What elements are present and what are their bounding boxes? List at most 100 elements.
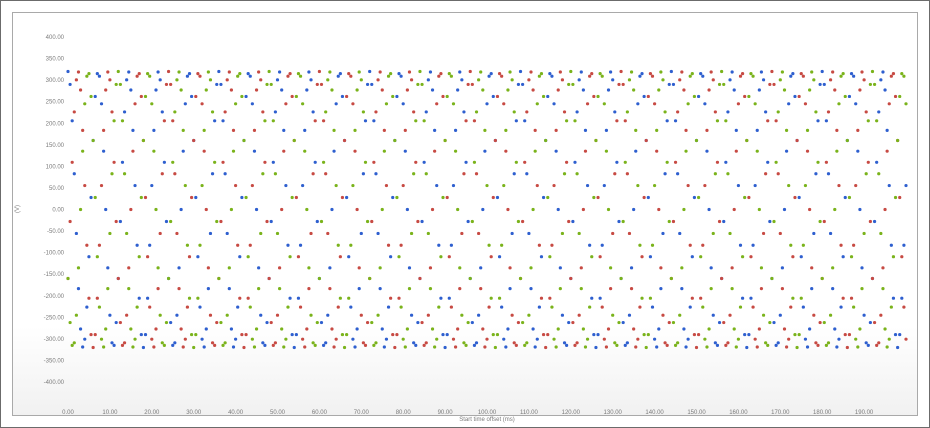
data-point — [772, 82, 776, 87]
data-point — [550, 243, 554, 247]
data-point — [449, 305, 453, 309]
data-point — [761, 231, 766, 236]
data-point — [726, 341, 730, 345]
data-point — [447, 296, 451, 300]
data-point — [349, 243, 353, 247]
data-point — [278, 70, 282, 74]
data-point — [521, 219, 525, 224]
data-point — [261, 172, 265, 176]
data-point — [688, 74, 692, 78]
data-point — [382, 149, 386, 153]
data-point — [298, 305, 303, 309]
data-point — [395, 332, 399, 337]
data-point — [757, 207, 761, 212]
x-tick-label: 50.00 — [270, 410, 286, 416]
data-point — [204, 327, 208, 331]
data-point — [460, 78, 464, 82]
data-point — [676, 341, 680, 345]
data-point — [89, 94, 93, 99]
x-tick-label: 0.00 — [62, 410, 74, 416]
data-point — [150, 337, 154, 341]
data-point — [122, 110, 127, 114]
data-point — [246, 72, 250, 76]
data-point — [730, 266, 734, 270]
data-point — [730, 70, 734, 74]
data-point — [349, 305, 353, 309]
data-point — [673, 343, 678, 347]
data-point — [780, 266, 784, 270]
data-point — [445, 94, 449, 99]
data-point — [791, 296, 795, 300]
data-point — [565, 160, 569, 164]
data-point — [284, 337, 288, 341]
data-point — [678, 231, 682, 236]
data-point — [757, 88, 761, 92]
data-point — [173, 172, 177, 176]
data-point — [585, 183, 590, 188]
data-point — [158, 313, 162, 317]
data-point — [282, 128, 286, 132]
data-point — [497, 296, 502, 300]
data-point — [78, 207, 83, 212]
data-point — [502, 102, 506, 106]
data-point — [715, 160, 720, 164]
data-point — [131, 128, 135, 132]
data-point — [598, 255, 602, 259]
data-point — [523, 160, 527, 164]
data-point — [326, 231, 330, 236]
data-point — [749, 72, 753, 76]
data-point — [845, 138, 849, 143]
data-point — [76, 287, 81, 291]
x-axis-title: Start time offset (ms) — [459, 417, 515, 423]
data-point — [114, 320, 118, 325]
data-point — [736, 183, 741, 188]
data-point — [577, 313, 581, 317]
y-tick-label: 50.00 — [49, 186, 65, 192]
data-point — [799, 72, 803, 76]
data-point — [778, 231, 782, 236]
data-point — [883, 88, 887, 92]
data-point — [824, 119, 828, 123]
data-point — [870, 276, 875, 281]
y-tick-label: -350.00 — [44, 358, 65, 364]
data-point — [416, 219, 420, 224]
data-point — [512, 341, 516, 345]
data-point — [250, 183, 254, 188]
data-point — [699, 296, 703, 300]
data-point — [640, 255, 644, 259]
data-point — [328, 266, 332, 270]
data-point — [556, 88, 560, 92]
data-point — [585, 337, 590, 341]
data-point — [477, 231, 481, 236]
y-tick-label: -300.00 — [44, 337, 65, 343]
y-tick-label: -150.00 — [44, 272, 65, 278]
data-point — [581, 207, 585, 212]
data-point — [397, 72, 401, 76]
data-point — [852, 305, 856, 309]
data-point — [510, 231, 514, 236]
data-point — [684, 345, 688, 349]
data-point — [303, 345, 307, 349]
data-point — [791, 255, 795, 259]
data-point — [560, 231, 565, 236]
data-point — [667, 320, 671, 325]
data-point — [158, 78, 162, 82]
data-point — [99, 183, 104, 188]
data-point — [290, 332, 294, 337]
data-point — [433, 345, 437, 349]
data-point — [479, 70, 483, 74]
data-point — [433, 149, 437, 153]
data-point — [139, 332, 143, 337]
data-point — [449, 74, 453, 78]
data-point — [221, 160, 225, 164]
data-point — [728, 78, 732, 82]
data-point — [722, 82, 726, 87]
data-point — [426, 313, 430, 317]
data-point — [596, 195, 600, 200]
data-point — [713, 110, 717, 114]
data-point — [456, 207, 460, 212]
data-point — [862, 313, 866, 317]
data-point — [213, 160, 217, 164]
data-point — [615, 119, 619, 123]
data-point — [332, 128, 336, 132]
